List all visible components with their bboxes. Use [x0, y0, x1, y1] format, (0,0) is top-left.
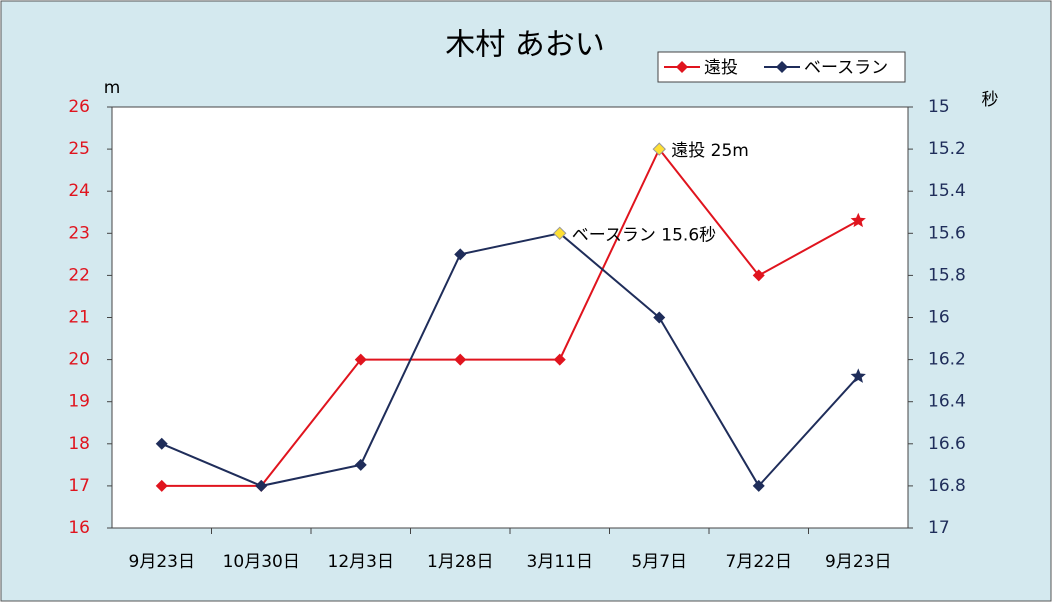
x-tick-label: 9月23日	[129, 552, 195, 572]
x-tick-label: 9月23日	[825, 552, 891, 572]
y-tick-label: 21	[68, 308, 90, 328]
y2-axis-label: 秒	[982, 90, 999, 110]
y2-tick-label: 16	[928, 308, 950, 328]
y-tick-label: 16	[68, 518, 90, 538]
marker	[155, 437, 168, 450]
y-tick-label: 22	[68, 265, 90, 285]
marker	[354, 353, 367, 366]
legend-label: 遠投	[704, 58, 738, 78]
y-tick-label: 26	[68, 97, 90, 117]
x-tick-label: 10月30日	[223, 552, 300, 572]
marker	[653, 311, 666, 324]
marker	[255, 479, 268, 492]
y-tick-label: 20	[68, 350, 90, 370]
x-tick-label: 12月3日	[328, 552, 394, 572]
marker	[454, 353, 467, 366]
y2-tick-label: 15.6	[928, 223, 966, 243]
y-tick-label: 17	[68, 476, 90, 496]
marker	[553, 226, 567, 241]
x-tick-label: 1月28日	[427, 552, 493, 572]
y-tick-label: 23	[68, 223, 90, 243]
y2-tick-label: 16.4	[928, 392, 966, 412]
marker	[652, 142, 666, 156]
legend-marker	[676, 61, 688, 73]
y2-tick-label: 15.4	[928, 181, 966, 201]
marker	[752, 479, 765, 492]
marker	[354, 458, 367, 471]
marker	[454, 248, 467, 261]
chart-title: 木村 あおい	[445, 28, 605, 63]
annotation: 遠投 25m	[671, 141, 749, 161]
y2-tick-label: 15.8	[928, 265, 966, 285]
legend-label: ベースラン	[804, 58, 888, 78]
y-tick-label: 24	[68, 181, 90, 201]
y2-tick-label: 16.6	[928, 434, 966, 454]
y2-tick-label: 17	[928, 518, 950, 538]
x-tick-label: 5月7日	[631, 552, 687, 572]
plot-area	[111, 106, 909, 529]
series-line	[161, 232, 859, 488]
marker	[155, 479, 168, 492]
marker	[752, 269, 765, 282]
y-tick-label: 19	[68, 392, 90, 412]
marker	[553, 353, 566, 366]
y2-tick-label: 15	[928, 97, 950, 117]
marker	[850, 212, 866, 228]
y2-tick-label: 16.8	[928, 476, 966, 496]
x-tick-label: 3月11日	[527, 552, 593, 572]
y-tick-label: 25	[68, 139, 90, 159]
y2-tick-label: 16.2	[928, 350, 966, 370]
x-tick-label: 7月22日	[726, 552, 792, 572]
legend-marker	[776, 61, 788, 73]
series-line	[161, 147, 859, 487]
y2-tick-label: 15.2	[928, 139, 966, 159]
y-tick-label: 18	[68, 434, 90, 454]
annotation: ベースラン 15.6秒	[572, 225, 716, 245]
marker	[850, 368, 866, 383]
y-axis-label: m	[104, 78, 121, 98]
